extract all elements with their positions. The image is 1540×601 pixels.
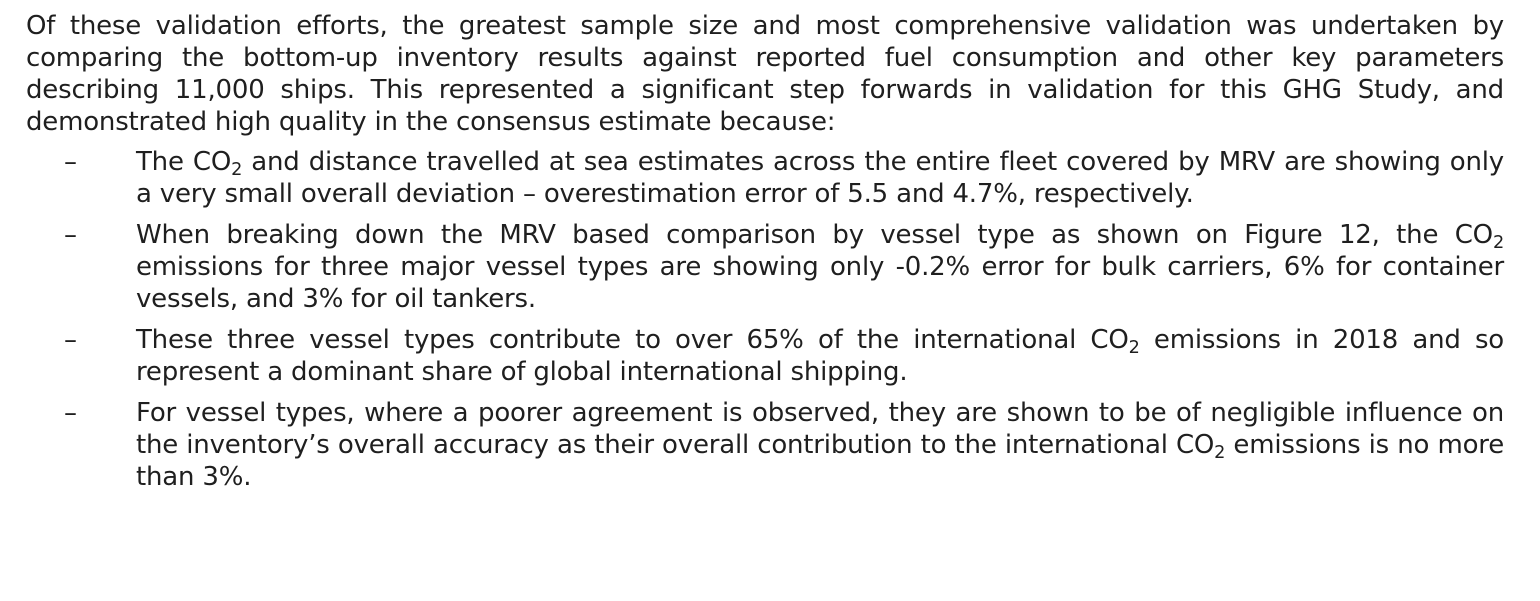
bullet-text: These three vessel types contribute to o…	[136, 324, 1504, 388]
intro-paragraph: Of these validation efforts, the greates…	[26, 11, 1504, 137]
bullet-text: For vessel types, where a poorer agreeme…	[136, 397, 1504, 493]
bullet-dash: –	[64, 220, 77, 250]
subscript: 2	[231, 159, 243, 180]
bullet-list: – The CO2 and distance travelled at sea …	[26, 146, 1504, 493]
bullet-text-part: emissions in 2018 and so represent a dom…	[136, 325, 1504, 387]
bullet-text-part: The CO	[136, 147, 232, 177]
bullet-text-part: When breaking down the MRV based compari…	[136, 220, 1493, 250]
bullet-item-dominant-share: – These three vessel types contribute to…	[26, 324, 1504, 388]
bullet-item-vessel-type-breakdown: – When breaking down the MRV based compa…	[26, 219, 1504, 315]
bullet-dash: –	[64, 147, 77, 177]
bullet-text-part: For vessel types, where a poorer agreeme…	[136, 398, 1504, 460]
subscript: 2	[1128, 337, 1140, 358]
bullet-item-co2-distance: – The CO2 and distance travelled at sea …	[26, 146, 1504, 210]
bullet-text-part: emissions for three major vessel types a…	[136, 252, 1504, 314]
bullet-text: When breaking down the MRV based compari…	[136, 219, 1504, 315]
bullet-item-negligible-influence: – For vessel types, where a poorer agree…	[26, 397, 1504, 493]
bullet-dash: –	[64, 325, 77, 355]
bullet-text-part: and distance travelled at sea estimates …	[136, 147, 1504, 209]
subscript: 2	[1214, 442, 1226, 463]
bullet-text: The CO2 and distance travelled at sea es…	[136, 146, 1504, 210]
subscript: 2	[1492, 232, 1504, 253]
bullet-text-part: These three vessel types contribute to o…	[136, 325, 1129, 355]
bullet-dash: –	[64, 398, 77, 428]
bullet-text-part: emissions is no more than 3%.	[136, 430, 1504, 492]
